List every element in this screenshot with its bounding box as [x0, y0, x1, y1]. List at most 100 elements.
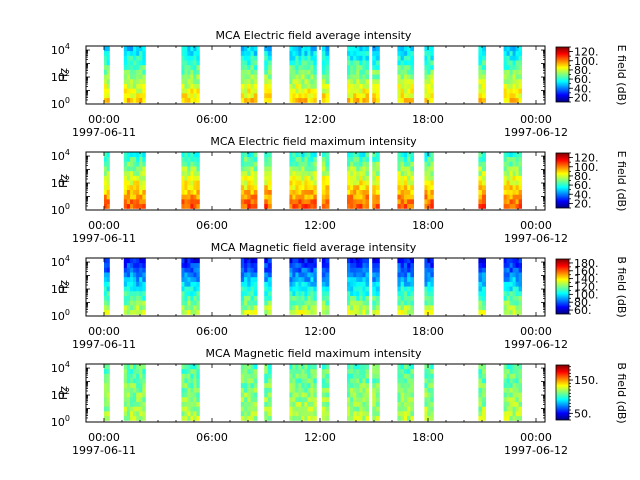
heatmap-cell: [478, 387, 483, 393]
heatmap-cell: [325, 290, 330, 296]
heatmap-cell: [193, 373, 197, 379]
heatmap-cell: [304, 189, 308, 195]
heatmap-cell: [356, 156, 360, 162]
heatmap-cell: [264, 50, 269, 56]
heatmap-cell: [518, 378, 522, 384]
heatmap-cell: [518, 387, 522, 393]
heatmap-cell: [301, 286, 305, 292]
heatmap-cell: [403, 364, 408, 370]
heatmap-cell: [136, 198, 140, 205]
y-axis-label: Hz: [57, 68, 70, 82]
heatmap-cell: [142, 180, 146, 186]
heatmap-cell: [264, 406, 269, 412]
heatmap-cell: [106, 364, 110, 370]
heatmap-cell: [139, 406, 143, 412]
y-axis-label: Hz: [57, 386, 70, 400]
heatmap-cell: [187, 170, 191, 176]
heatmap-cell: [253, 189, 258, 195]
heatmap-cell: [518, 258, 522, 264]
heatmap-cell: [403, 281, 408, 287]
heatmap-cell: [350, 156, 354, 162]
heatmap-cell: [325, 392, 330, 398]
heatmap-cell: [375, 152, 380, 158]
heatmap-cell: [321, 262, 326, 268]
heatmap-cell: [267, 50, 272, 56]
heatmap-cell: [325, 88, 330, 94]
heatmap-cell: [104, 387, 108, 393]
heatmap-cell: [347, 83, 351, 89]
heatmap-cell: [478, 60, 483, 66]
heatmap-cell: [184, 272, 188, 278]
heatmap-cell: [427, 304, 431, 311]
heatmap-cell: [104, 262, 108, 268]
heatmap-cell: [247, 415, 251, 421]
heatmap-cell: [506, 410, 510, 417]
heatmap-cell: [350, 64, 354, 70]
heatmap-cell: [104, 203, 108, 209]
heatmap-cell: [139, 281, 143, 287]
heatmap-cell: [307, 194, 311, 200]
heatmap-cell: [310, 194, 314, 200]
heatmap-cell: [310, 406, 314, 412]
heatmap-cell: [244, 295, 248, 301]
heatmap-cell: [196, 281, 200, 287]
heatmap-cell: [512, 304, 516, 311]
heatmap-cell: [400, 198, 405, 205]
heatmap-cell: [190, 309, 194, 315]
heatmap-cell: [139, 267, 143, 273]
heatmap-cell: [187, 364, 191, 370]
heatmap-cell: [403, 373, 408, 379]
heatmap-cell: [400, 309, 405, 315]
heatmap-cell: [482, 184, 486, 190]
heatmap-cell: [190, 180, 194, 186]
heatmap-cell: [482, 281, 486, 287]
heatmap-cell: [313, 410, 317, 417]
heatmap-cell: [196, 272, 200, 278]
heatmap-cell: [313, 286, 317, 292]
x-tick-date: 1997-06-11: [72, 444, 136, 457]
heatmap-cell: [123, 415, 128, 421]
heatmap-cell: [264, 272, 269, 278]
heatmap-cell: [184, 166, 188, 172]
heatmap-cell: [106, 152, 110, 158]
heatmap-cell: [181, 156, 185, 162]
heatmap-cell: [136, 74, 140, 80]
heatmap-cell: [253, 300, 258, 306]
data-segment: [289, 46, 317, 103]
heatmap-cell: [325, 184, 330, 190]
heatmap-cell: [397, 97, 402, 103]
heatmap-cell: [375, 396, 380, 402]
heatmap-cell: [139, 175, 143, 181]
heatmap-cell: [410, 373, 414, 379]
heatmap-cell: [250, 290, 255, 296]
heatmap-cell: [298, 378, 302, 384]
heatmap-cell: [478, 281, 483, 287]
heatmap-cell: [250, 300, 255, 306]
heatmap-cell: [129, 78, 134, 84]
y-tick-exponent: 2: [65, 281, 70, 290]
data-segment: [372, 46, 380, 103]
data-segment: [397, 152, 414, 209]
heatmap-cell: [307, 180, 311, 186]
heatmap-cell: [139, 88, 143, 94]
heatmap-cell: [193, 175, 197, 181]
heatmap-cell: [325, 170, 330, 176]
heatmap-cell: [126, 281, 131, 287]
heatmap-cell: [313, 373, 317, 379]
heatmap-cell: [482, 368, 486, 374]
heatmap-cell: [515, 286, 519, 292]
heatmap-cell: [430, 64, 434, 70]
heatmap-cell: [196, 387, 200, 393]
heatmap-cell: [184, 410, 188, 417]
heatmap-cell: [123, 184, 128, 190]
heatmap-cell: [325, 410, 330, 417]
heatmap-cell: [301, 267, 305, 273]
heatmap-cell: [139, 203, 143, 209]
heatmap-cell: [424, 46, 428, 52]
heatmap-cell: [240, 92, 245, 99]
heatmap-cell: [126, 184, 131, 190]
heatmap-cell: [347, 189, 351, 195]
heatmap-cell: [106, 170, 110, 176]
heatmap-cell: [181, 392, 185, 398]
